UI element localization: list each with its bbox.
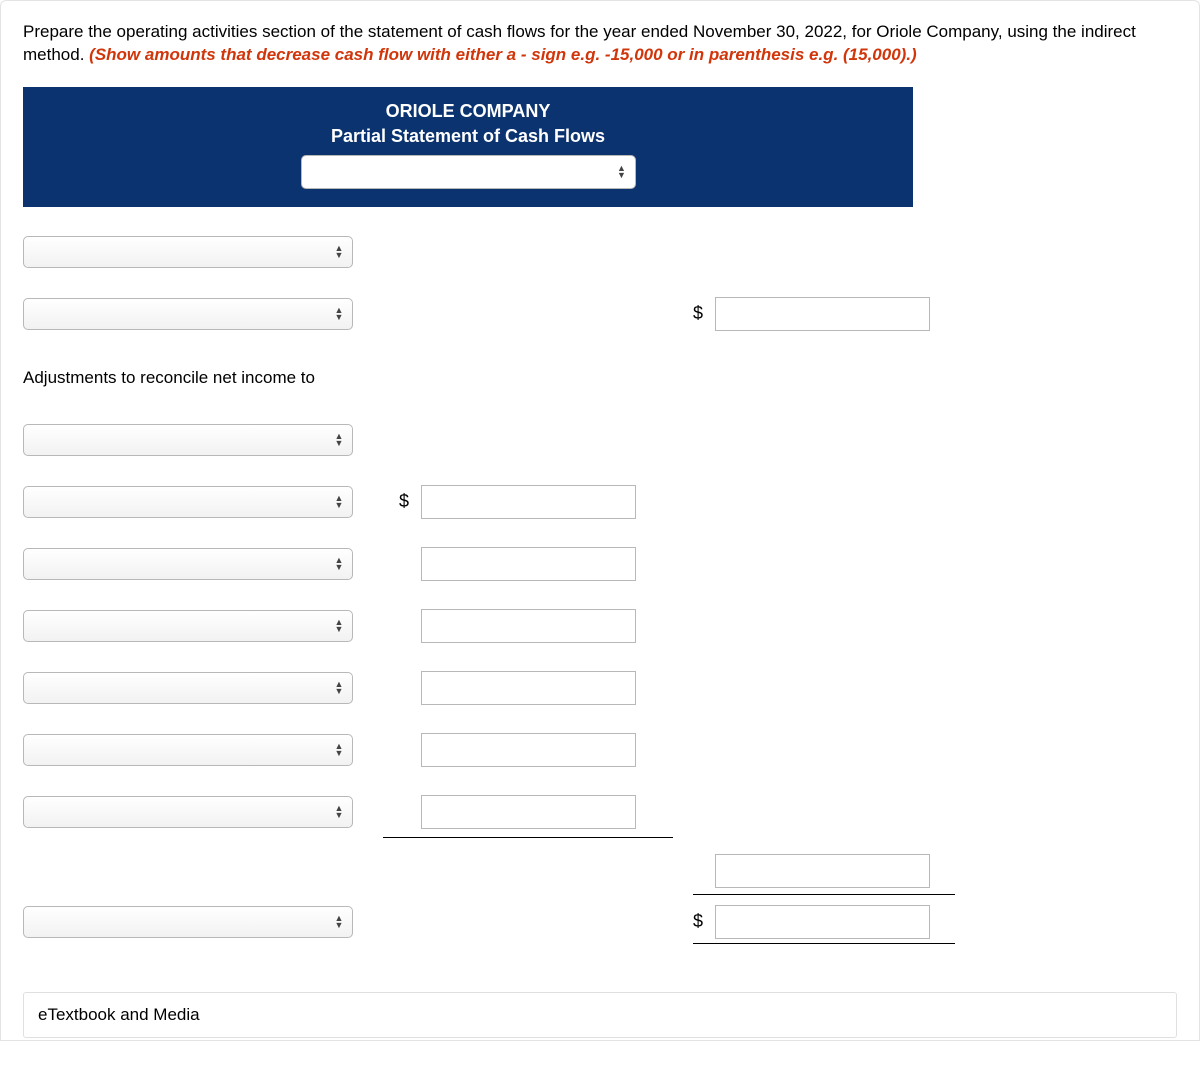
amount-input[interactable] [421,671,636,705]
chevron-updown-icon: ▲▼ [332,805,346,818]
chevron-updown-icon: ▲▼ [332,557,346,570]
amount-input[interactable] [715,297,930,331]
line-item-row: ▲▼ [23,547,1177,581]
subtotal-row [23,854,1177,888]
chevron-updown-icon: ▲▼ [332,681,346,694]
question-panel: Prepare the operating activities section… [0,0,1200,1041]
chevron-updown-icon: ▲▼ [332,307,346,320]
subtotal-rule [383,837,673,838]
amount-input[interactable] [421,485,636,519]
line-item-row: ▲▼ [23,235,1177,269]
line-item-row: ▲▼ $ [23,485,1177,519]
total-row: ▲▼ $ [23,905,1177,939]
company-name: ORIOLE COMPANY [23,101,913,122]
currency-symbol: $ [693,911,715,932]
currency-symbol: $ [399,491,421,512]
amount-input[interactable] [715,905,930,939]
prompt-text-hint: (Show amounts that decrease cash flow wi… [89,45,917,64]
chevron-updown-icon: ▲▼ [332,495,346,508]
line-item-row: ▲▼ [23,609,1177,643]
line-item-dropdown[interactable]: ▲▼ [23,672,353,704]
adjustments-heading: Adjustments to reconcile net income to [23,368,315,388]
line-item-row: ▲▼ [23,671,1177,705]
currency-symbol: $ [693,303,715,324]
line-item-dropdown[interactable]: ▲▼ [23,424,353,456]
etextbook-media-link[interactable]: eTextbook and Media [23,992,1177,1038]
line-item-dropdown[interactable]: ▲▼ [23,734,353,766]
amount-input[interactable] [715,854,930,888]
amount-input[interactable] [421,609,636,643]
line-item-row: ▲▼ [23,423,1177,457]
statement-title: Partial Statement of Cash Flows [23,126,913,147]
total-rule-top [693,894,955,895]
line-item-dropdown[interactable]: ▲▼ [23,548,353,580]
statement-header: ORIOLE COMPANY Partial Statement of Cash… [23,87,913,207]
amount-input[interactable] [421,795,636,829]
line-item-row: ▲▼ [23,733,1177,767]
line-item-dropdown[interactable]: ▲▼ [23,610,353,642]
line-item-dropdown[interactable]: ▲▼ [23,796,353,828]
line-item-dropdown[interactable]: ▲▼ [23,486,353,518]
chevron-updown-icon: ▲▼ [332,433,346,446]
adjustments-heading-row: Adjustments to reconcile net income to [23,361,1177,395]
period-dropdown[interactable]: ▲▼ [301,155,636,189]
line-item-row: ▲▼ [23,795,1177,829]
total-rule-bottom [693,943,955,944]
chevron-updown-icon: ▲▼ [332,743,346,756]
line-item-dropdown[interactable]: ▲▼ [23,298,353,330]
line-item-dropdown[interactable]: ▲▼ [23,236,353,268]
chevron-updown-icon: ▲▼ [332,915,346,928]
chevron-updown-icon: ▲▼ [332,619,346,632]
chevron-updown-icon: ▲▼ [615,165,629,178]
amount-input[interactable] [421,547,636,581]
question-prompt: Prepare the operating activities section… [23,21,1177,67]
line-item-row: ▲▼ $ [23,297,1177,331]
amount-input[interactable] [421,733,636,767]
line-item-dropdown[interactable]: ▲▼ [23,906,353,938]
chevron-updown-icon: ▲▼ [332,245,346,258]
